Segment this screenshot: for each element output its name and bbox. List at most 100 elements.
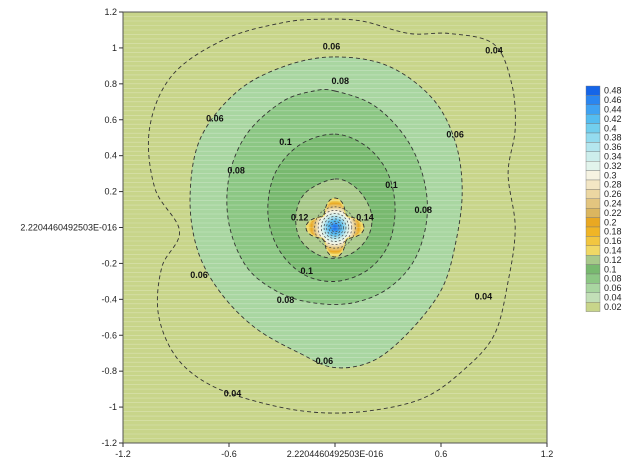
legend-swatch: [585, 123, 601, 134]
contour-labels: 0.06 0.04 0.08 0.06 0.06 0.1 0.08 0.1 0.08 0.12 0.…: [190, 42, 503, 399]
contour-label: 0.04: [475, 291, 493, 301]
contour-label: 0.12: [291, 212, 309, 222]
x-tick-label: 1.2: [541, 449, 554, 459]
legend-swatch: [585, 104, 601, 115]
y-axis: 1.2 1 0.8 0.6 0.4 0.2 2.2204460492503E-016 -0.2…: [20, 7, 123, 448]
legend-label: 0.22: [604, 208, 622, 218]
legend-swatch: [585, 207, 601, 218]
legend-swatch: [585, 217, 601, 228]
legend-label: 0.06: [604, 283, 622, 293]
y-tick-label: -0.8: [101, 366, 117, 376]
contour-label: 0.06: [323, 42, 341, 52]
legend-label: 0.02: [604, 302, 622, 312]
contour-line-0.06: [189, 56, 463, 369]
y-tick-label: -0.4: [101, 294, 117, 304]
y-tick-label: 0.6: [104, 115, 117, 125]
legend-label: 0.4: [604, 123, 617, 133]
contour-label: 0.06: [446, 130, 464, 140]
legend-label: 0.48: [604, 86, 622, 96]
contour-line-0.14: [305, 197, 365, 258]
legend-swatch: [585, 198, 601, 209]
legend-swatch: [585, 142, 601, 152]
legend-swatch: [585, 113, 601, 124]
horizontal-grid: [123, 12, 547, 443]
legend-label: 0.2: [604, 217, 617, 227]
legend-swatch: [585, 292, 601, 303]
region-peak: [308, 200, 362, 255]
contour-label: 0.04: [485, 45, 503, 55]
x-axis: -1.2 -0.6 2.2204460492503E-016 0.6 1.2: [115, 443, 553, 459]
peak-contour-ring: [320, 213, 350, 242]
legend-label: 0.46: [604, 95, 622, 105]
contour-label: 0.06: [206, 114, 224, 124]
legend-swatch: [585, 95, 601, 106]
legend-label: 0.08: [604, 274, 622, 284]
legend-swatch: [585, 179, 601, 190]
y-tick-label: 0.8: [104, 79, 117, 89]
legend-label: 0.04: [604, 293, 622, 303]
peak-contour-ring: [330, 222, 340, 233]
legend-label: 0.28: [604, 180, 622, 190]
contour-line-0.12: [295, 178, 373, 259]
x-tick-label: 0.6: [435, 449, 448, 459]
y-tick-label: 1: [112, 43, 117, 53]
legend-label: 0.3: [604, 170, 617, 180]
contour-label: 0.08: [277, 295, 295, 305]
legend-label: 0.16: [604, 236, 622, 246]
peak-contour-ring: [317, 210, 353, 245]
legend-label: 0.32: [604, 161, 622, 171]
legend-swatch: [585, 236, 601, 246]
contour-label: 0.08: [415, 205, 433, 215]
legend-label: 0.38: [604, 133, 622, 143]
contour-label: 0.06: [190, 270, 208, 280]
legend-swatch: [585, 85, 601, 96]
legend-swatch: [585, 302, 601, 312]
legend-swatch: [585, 273, 601, 284]
y-tick-label: -1.2: [101, 438, 117, 448]
color-legend: 0.480.460.440.420.40.380.360.340.320.30.…: [585, 85, 622, 312]
legend-label: 0.44: [604, 105, 622, 115]
legend-swatch: [585, 245, 601, 256]
legend-swatch: [585, 283, 601, 293]
contour-label: 0.06: [316, 356, 334, 366]
contour-lines: [147, 18, 516, 414]
legend-swatch: [585, 226, 601, 237]
y-tick-label: 0.2: [104, 187, 117, 197]
legend-label: 0.42: [604, 114, 622, 124]
legend-swatch: [585, 170, 601, 181]
x-tick-label: -1.2: [115, 449, 131, 459]
y-tick-label: -1: [109, 402, 117, 412]
contour-regions: [148, 19, 516, 414]
contour-label: 0.14: [356, 212, 374, 222]
y-tick-label: -0.2: [101, 258, 117, 268]
legend-label: 0.12: [604, 255, 622, 265]
x-tick-label: 2.2204460492503E-016: [287, 449, 384, 459]
legend-swatch: [585, 132, 601, 143]
legend-swatch: [585, 160, 601, 171]
legend-label: 0.36: [604, 142, 622, 152]
contour-label: 0.1: [279, 137, 292, 147]
contour-line-0.04: [147, 18, 516, 414]
x-tick-label: -0.6: [221, 449, 237, 459]
contour-label: 0.04: [224, 388, 242, 398]
legend-label: 0.34: [604, 152, 622, 162]
contour-label: 0.1: [300, 266, 313, 276]
peak-contour-ring: [323, 216, 347, 239]
legend-swatch: [585, 264, 601, 275]
plot-area: 0.06 0.04 0.08 0.06 0.06 0.1 0.08 0.1 0.08 0.12 0.…: [122, 11, 548, 444]
peak-contour-ring: [328, 220, 342, 235]
legend-label: 0.1: [604, 264, 617, 274]
legend-swatch: [585, 151, 601, 162]
legend-label: 0.18: [604, 227, 622, 237]
contour-label: 0.1: [385, 180, 398, 190]
y-tick-label: 2.2204460492503E-016: [20, 223, 117, 233]
y-tick-label: -0.6: [101, 330, 117, 340]
legend-swatch: [585, 189, 601, 199]
peak-contour-ring: [314, 206, 356, 249]
y-tick-label: 1.2: [104, 7, 117, 17]
legend-label: 0.26: [604, 189, 622, 199]
legend-label: 0.14: [604, 246, 622, 256]
legend-label: 0.24: [604, 199, 622, 209]
contour-label: 0.08: [227, 166, 245, 176]
